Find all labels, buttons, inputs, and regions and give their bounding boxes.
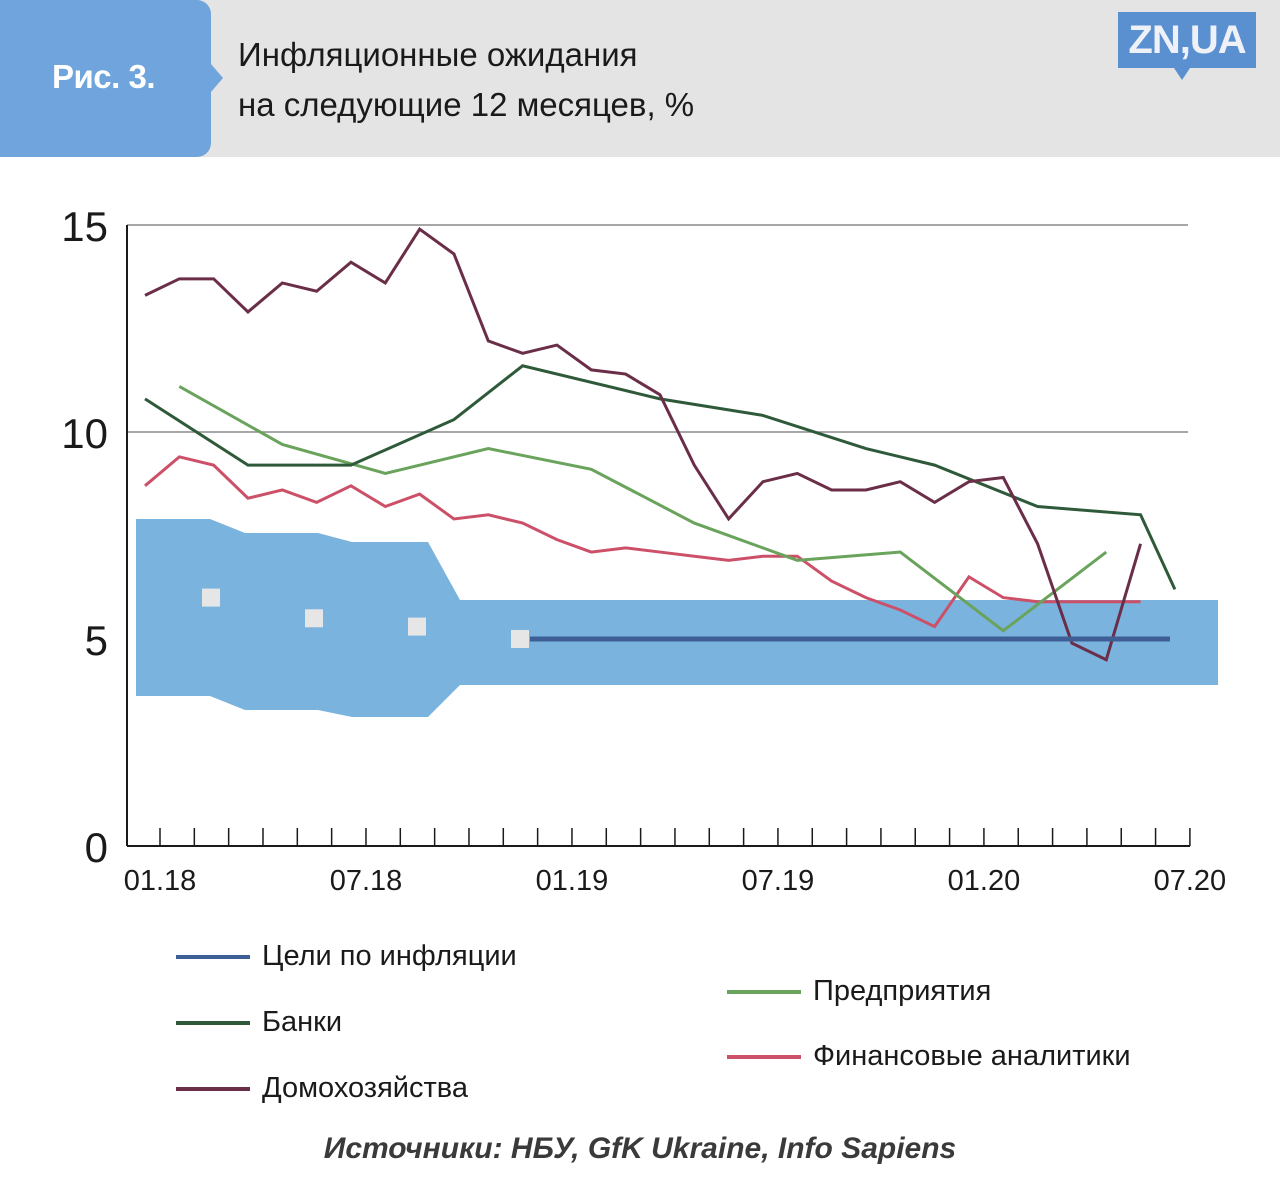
- banks-line: [144, 364, 1177, 590]
- figure-tab: [0, 0, 211, 157]
- legend-label-households: Домохозяйства: [262, 1072, 469, 1104]
- band-center-marker: [202, 588, 220, 607]
- source-note: Источники: НБУ, GfK Ukraine, Info Sapien…: [323, 1132, 957, 1165]
- y-axis-labels: 0 5 10 15: [61, 203, 108, 871]
- y-tick-label: 15: [61, 203, 108, 250]
- band-center-marker: [305, 609, 323, 628]
- x-tick-label: 01.18: [124, 865, 197, 897]
- legend-swatch-enterprises: [727, 989, 801, 994]
- legend-swatch-targets: [176, 954, 250, 959]
- logo-speech-tail-icon: [1174, 68, 1190, 80]
- x-axis-labels: 01.18 07.18 01.19 07.19 01.20 07.20: [124, 865, 1226, 897]
- legend-label-banks: Банки: [262, 1006, 343, 1038]
- x-tick-label: 01.19: [536, 865, 609, 897]
- legend-item-analysts: Финансовые аналитики: [727, 1040, 1131, 1073]
- legend-item-targets: Цели по инфляции: [176, 940, 517, 973]
- band-center-marker: [408, 617, 426, 636]
- y-tick-label: 10: [61, 410, 108, 457]
- chart-title-line1: Инфляционные ожидания: [238, 36, 638, 73]
- x-tick-label: 07.19: [742, 865, 815, 897]
- target-band: [136, 519, 1218, 717]
- y-tick-label: 5: [85, 617, 108, 664]
- chart-title: Инфляционные ожидания на следующие 12 ме…: [238, 30, 694, 130]
- legend-swatch-households: [176, 1086, 250, 1091]
- figure-label: Рис. 3.: [52, 58, 156, 95]
- legend-item-enterprises: Предприятия: [727, 975, 991, 1008]
- legend-item-banks: Банки: [176, 1006, 342, 1039]
- x-tick-label: 07.20: [1154, 865, 1227, 897]
- line-chart: 0 5 10 15 01.18 07.18 01.19 07.19 01.20 07.20: [61, 203, 1226, 897]
- zn-ua-logo: ZN,UA: [1118, 12, 1256, 68]
- band-center-marker: [511, 630, 529, 648]
- legend-label-analysts: Финансовые аналитики: [813, 1040, 1131, 1072]
- series-lines: [144, 226, 1177, 662]
- y-tick-label: 0: [85, 824, 108, 871]
- legend-swatch-banks: [176, 1020, 250, 1025]
- legend-item-households: Домохозяйства: [176, 1072, 468, 1105]
- x-axis-ticks: [159, 828, 1191, 846]
- legend-swatch-analysts: [727, 1054, 801, 1059]
- households-line: [144, 226, 1143, 662]
- enterprises-line: [178, 385, 1108, 633]
- band-center-markers: [202, 588, 529, 648]
- legend-label-enterprises: Предприятия: [813, 975, 992, 1007]
- logo-text: ZN,UA: [1128, 18, 1246, 62]
- legend-label-targets: Цели по инфляции: [262, 940, 517, 972]
- x-tick-label: 07.18: [330, 865, 403, 897]
- chart-title-line2: на следующие 12 месяцев, %: [238, 86, 695, 123]
- analysts-line: [144, 455, 1141, 629]
- figure-tab-arrow: [211, 64, 223, 92]
- x-tick-label: 01.20: [948, 865, 1021, 897]
